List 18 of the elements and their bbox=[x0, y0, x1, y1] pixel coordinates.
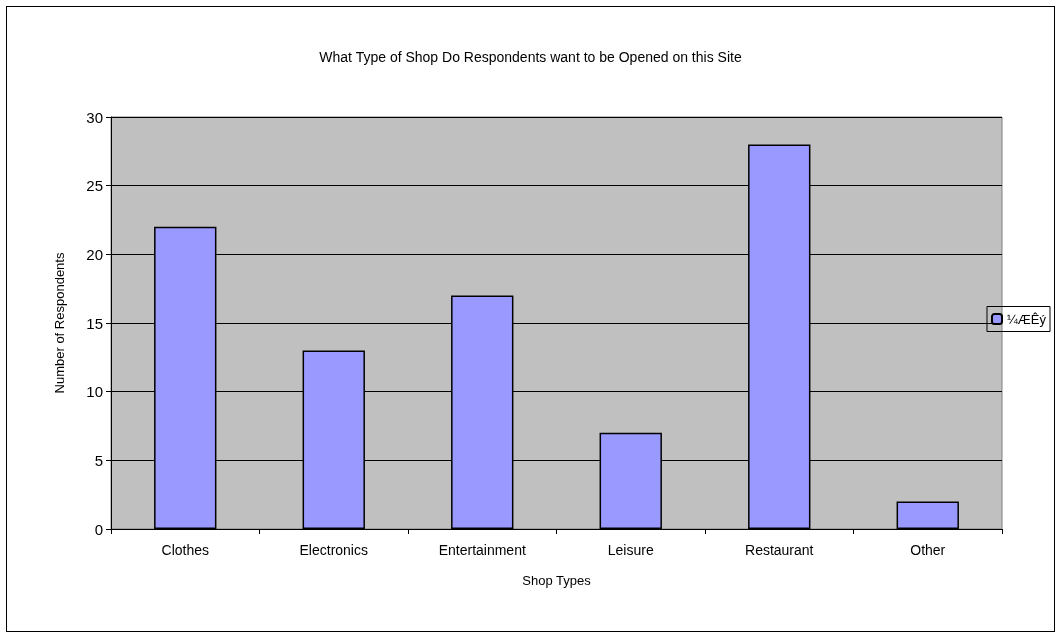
y-tick-label: 30 bbox=[86, 108, 103, 126]
y-tick-label: 0 bbox=[94, 520, 103, 538]
y-tick-label: 5 bbox=[94, 451, 103, 469]
y-tick-label: 25 bbox=[86, 177, 103, 195]
x-tick-label: Other bbox=[910, 542, 946, 558]
x-tick-label: Entertainment bbox=[438, 542, 526, 558]
y-axis-title: Number of Respondents bbox=[52, 252, 67, 394]
y-tick-label: 20 bbox=[86, 245, 103, 263]
y-tick-label: 15 bbox=[86, 314, 103, 332]
legend-label: ¼ÆÊý bbox=[1006, 311, 1047, 327]
x-tick-label: Clothes bbox=[161, 542, 209, 558]
y-tick-label: 10 bbox=[86, 383, 103, 401]
bar bbox=[896, 501, 959, 529]
x-axis-title: Shop Types bbox=[522, 573, 592, 588]
x-tick-label: Restaurant bbox=[745, 542, 814, 558]
x-tick-label: Electronics bbox=[299, 542, 368, 558]
x-tick-label: Leisure bbox=[607, 542, 654, 558]
chart-title: What Type of Shop Do Respondents want to be Opened on this Site bbox=[319, 49, 742, 65]
